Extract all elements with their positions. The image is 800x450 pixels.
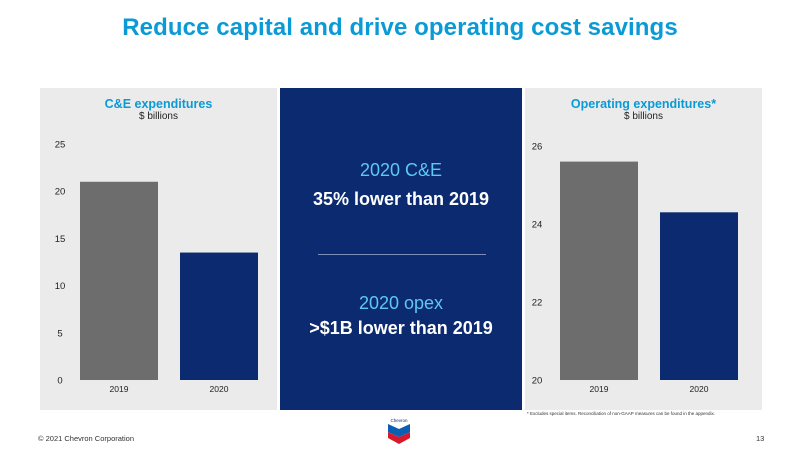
callout-divider (318, 254, 486, 255)
footnote: * Excludes special items. Reconciliation… (527, 411, 716, 416)
opex-chart-subtitle: $ billions (624, 111, 663, 122)
bar-2020 (180, 252, 258, 380)
x-tick-label: 2020 (690, 384, 709, 394)
capex-chart-title: C&E expenditures (104, 97, 213, 111)
copyright: © 2021 Chevron Corporation (38, 434, 134, 443)
y-tick-label: 20 (55, 187, 66, 198)
logo-wordmark: Chevron (390, 418, 408, 423)
page-number: 13 (756, 434, 765, 443)
y-tick-label: 20 (532, 376, 543, 387)
y-tick-label: 25 (55, 140, 66, 151)
y-tick-label: 24 (532, 220, 543, 231)
capex-callout-heading: 2020 C&E (359, 160, 443, 180)
y-tick-label: 15 (55, 234, 66, 245)
x-tick-label: 2019 (590, 384, 609, 394)
opex-callout-text: >$1B lower than 2019 (309, 318, 493, 338)
chevron-logo: Chevron (388, 418, 410, 444)
y-tick-label: 0 (57, 376, 62, 387)
capex-chart-subtitle: $ billions (139, 111, 178, 122)
opex-chart-title: Operating expenditures* (570, 97, 717, 111)
capex-chart-panel: C&E expenditures $ billions 0 5 10 15 20 25 20… (40, 88, 277, 410)
opex-callout-heading: 2020 opex (358, 293, 444, 313)
opex-bar-chart: 20 22 24 26 2019 2020 (532, 142, 738, 394)
capex-bar-chart: 0 5 10 15 20 25 2019 2020 (55, 140, 258, 394)
x-tick-label: 2019 (110, 384, 129, 394)
bar-2020 (660, 212, 738, 380)
callout-panel: 2020 C&E 35% lower than 2019 2020 opex >… (280, 88, 522, 410)
slide-title: Reduce capital and drive operating cost … (122, 14, 678, 41)
y-tick-label: 22 (532, 298, 543, 309)
x-tick-label: 2020 (210, 384, 229, 394)
bar-2019 (560, 161, 638, 380)
y-tick-label: 26 (532, 142, 543, 153)
y-tick-label: 5 (57, 328, 62, 339)
y-tick-label: 10 (55, 281, 66, 292)
capex-callout-text: 35% lower than 2019 (312, 189, 490, 209)
bar-2019 (80, 181, 158, 380)
opex-chart-panel: Operating expenditures* $ billions 20 22 2… (525, 88, 762, 410)
